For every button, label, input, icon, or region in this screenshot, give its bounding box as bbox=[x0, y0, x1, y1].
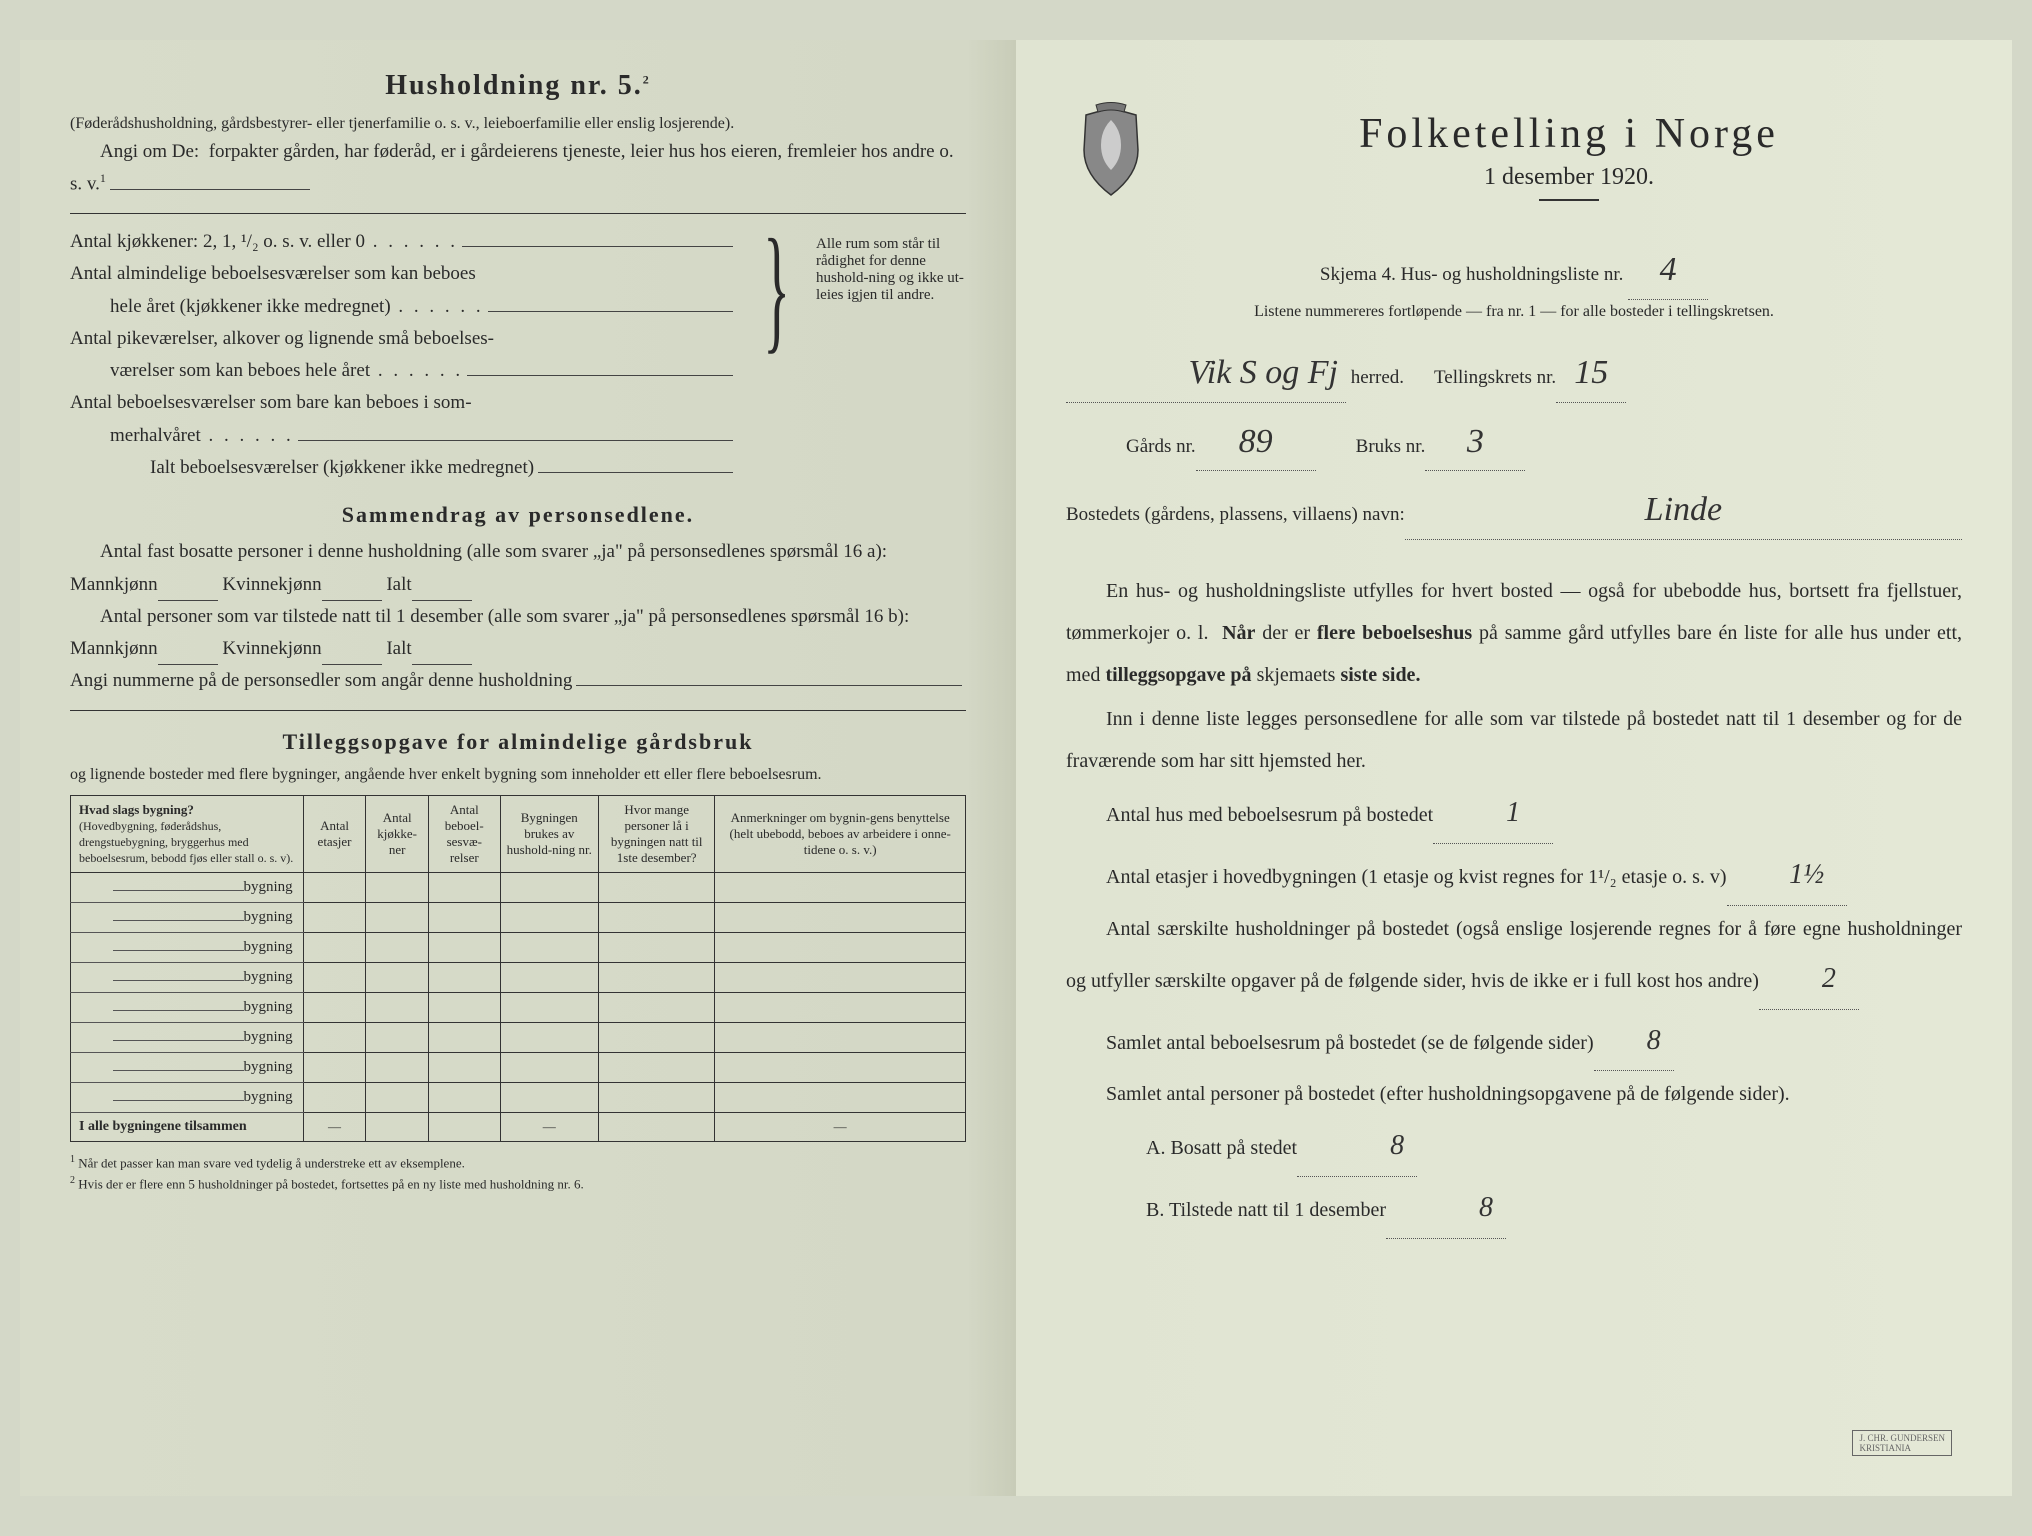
table-row: bygning bbox=[71, 902, 966, 932]
th-anmerk: Anmerkninger om bygnin-gens benyttelse (… bbox=[715, 795, 966, 872]
subtitle: 1 desember 1920. bbox=[1176, 164, 1962, 191]
footnotes: 1 Når det passer kan man svare ved tydel… bbox=[70, 1152, 966, 1194]
table-row: bygning bbox=[71, 962, 966, 992]
table-total-row: I alle bygningene tilsammen — — — bbox=[71, 1112, 966, 1141]
table-header-row: Hvad slags bygning? (Hovedbygning, føder… bbox=[71, 795, 966, 872]
sam-line-3: Angi nummerne på de personsedler som ang… bbox=[70, 665, 966, 697]
skjema-line: Skjema 4. Hus- og husholdningsliste nr. … bbox=[1066, 241, 1962, 300]
tillegg-heading: Tilleggsopgave for almindelige gårdsbruk bbox=[70, 729, 966, 755]
sam-line-2: Antal personer som var tilstede natt til… bbox=[70, 601, 966, 666]
right-page: Folketelling i Norge 1 desember 1920. Sk… bbox=[1016, 40, 2012, 1496]
brace-icon: } bbox=[761, 226, 793, 484]
th-kjokkener: Antal kjøkke-ner bbox=[366, 795, 429, 872]
table-row: bygning bbox=[71, 992, 966, 1022]
para1: (Føderådshusholdning, gårdsbestyrer- ell… bbox=[70, 112, 966, 136]
th-personer: Hvor mange personer lå i bygningen natt … bbox=[599, 795, 715, 872]
household-heading: Husholdning nr. 5.2 bbox=[70, 70, 966, 102]
main-title: Folketelling i Norge bbox=[1176, 110, 1962, 158]
table-row: bygning bbox=[71, 932, 966, 962]
q1: Antal hus med beboelsesrum på bostedet1 bbox=[1066, 784, 1962, 844]
table-row: bygning bbox=[71, 1022, 966, 1052]
bosted-line: Bostedets (gårdens, plassens, villaens) … bbox=[1066, 481, 1962, 540]
qB: B. Tilstede natt til 1 desember8 bbox=[1066, 1179, 1962, 1239]
q3: Antal særskilte husholdninger på bostede… bbox=[1066, 908, 1962, 1010]
q5: Samlet antal personer på bostedet (efter… bbox=[1066, 1073, 1962, 1115]
gards-line: Gårds nr. 89 Bruks nr. 3 bbox=[1066, 413, 1962, 472]
body-paragraphs: En hus- og husholdningsliste utfylles fo… bbox=[1066, 570, 1962, 1239]
qA: A. Bosatt på stedet8 bbox=[1066, 1117, 1962, 1177]
brace-text: Alle rum som står til rådighet for denne… bbox=[816, 226, 966, 484]
herred-line: Vik S og Fj herred. Tellingskrets nr. 15 bbox=[1066, 344, 1962, 403]
p2: Inn i denne liste legges personsedlene f… bbox=[1066, 698, 1962, 782]
th-beboelse: Antal beboel-sesvæ-relser bbox=[428, 795, 500, 872]
q4: Samlet antal beboelsesrum på bostedet (s… bbox=[1066, 1012, 1962, 1072]
table-row: bygning bbox=[71, 1082, 966, 1112]
table-row: bygning bbox=[71, 872, 966, 902]
sammendrag-heading: Sammendrag av personsedlene. bbox=[70, 502, 966, 528]
th-type: Hvad slags bygning? (Hovedbygning, føder… bbox=[71, 795, 304, 872]
th-etasjer: Antal etasjer bbox=[303, 795, 366, 872]
listene-note: Listene nummereres fortløpende — fra nr.… bbox=[1066, 300, 1962, 324]
rooms-block: Antal kjøkkener: 2, 1, ¹/₂ o. s. v. elle… bbox=[70, 226, 966, 484]
th-husholdning: Bygningen brukes av hushold-ning nr. bbox=[500, 795, 598, 872]
tillegg-para: og lignende bosteder med flere bygninger… bbox=[70, 763, 966, 787]
p1: En hus- og husholdningsliste utfylles fo… bbox=[1066, 570, 1962, 696]
coat-of-arms-icon bbox=[1066, 100, 1156, 200]
table-row: bygning bbox=[71, 1052, 966, 1082]
sam-line-1: Antal fast bosatte personer i denne hush… bbox=[70, 536, 966, 601]
para2: Angi om De: forpakter gården, har føderå… bbox=[70, 136, 966, 201]
building-table: Hvad slags bygning? (Hovedbygning, føder… bbox=[70, 795, 966, 1142]
printer-stamp: J. CHR. GUNDERSENKRISTIANIA bbox=[1852, 1430, 1952, 1456]
left-page: Husholdning nr. 5.2 (Føderådshusholdning… bbox=[20, 40, 1016, 1496]
q2: Antal etasjer i hovedbygningen (1 etasje… bbox=[1066, 846, 1962, 906]
